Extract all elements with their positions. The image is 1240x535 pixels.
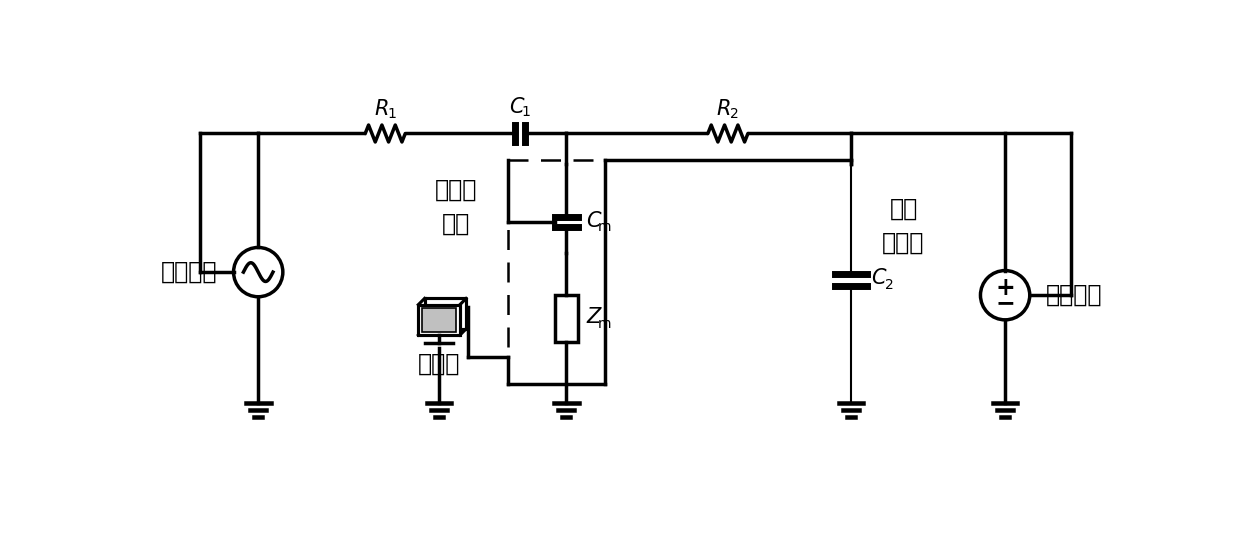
Text: 1: 1: [387, 107, 396, 121]
Polygon shape: [418, 304, 460, 335]
Text: 阻抗分
压器: 阻抗分 压器: [435, 178, 477, 235]
Text: Z: Z: [587, 307, 601, 327]
Bar: [508, 160, 605, 384]
Text: R: R: [717, 99, 732, 119]
Text: 2: 2: [885, 278, 894, 292]
Text: 2: 2: [729, 107, 739, 121]
Text: 高压
输出端: 高压 输出端: [883, 197, 925, 255]
Polygon shape: [422, 308, 456, 332]
Text: −: −: [996, 291, 1016, 315]
Text: m: m: [598, 317, 611, 331]
Text: C: C: [587, 210, 601, 231]
Text: 示波器: 示波器: [418, 351, 460, 376]
Text: 1: 1: [522, 105, 531, 119]
Text: C: C: [872, 268, 887, 288]
Text: +: +: [996, 276, 1016, 300]
Bar: [554, 295, 578, 341]
Text: m: m: [598, 220, 611, 234]
Text: C: C: [508, 96, 523, 117]
Text: 谐波电源: 谐波电源: [161, 260, 217, 284]
Text: 直流电源: 直流电源: [1047, 283, 1102, 307]
Text: R: R: [374, 99, 388, 119]
